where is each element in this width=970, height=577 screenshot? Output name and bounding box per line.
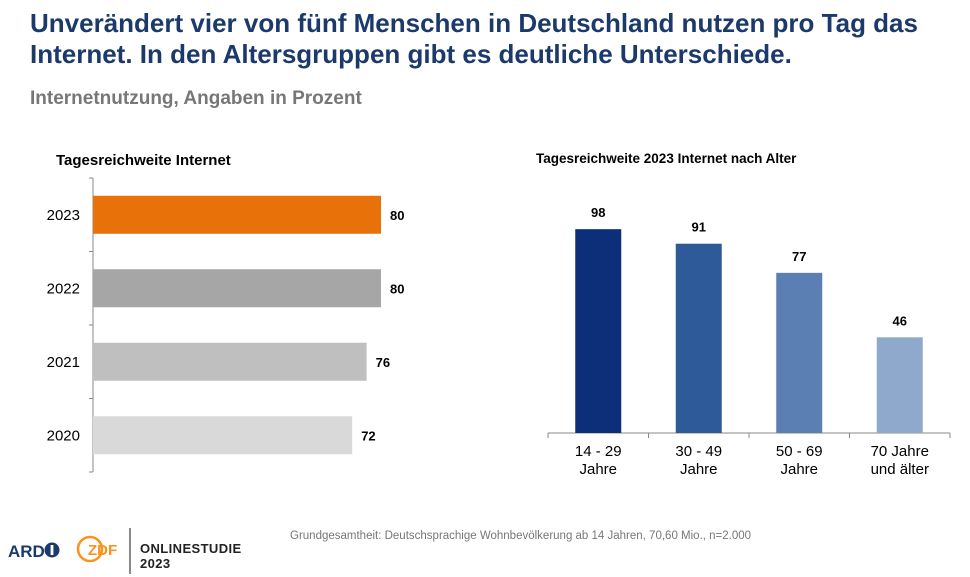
- category-label-2021: 2021: [47, 354, 80, 371]
- footnote: Grundgesamtheit: Deutschsprachige Wohnbe…: [290, 530, 752, 542]
- bar-2022: [93, 269, 381, 308]
- value-label-2022: 80: [390, 281, 404, 296]
- charts-canvas: Tagesreichweite Internet 2023 80 2022 80 202…: [47, 151, 951, 478]
- category-label-age-1: Jahre: [579, 461, 617, 478]
- value-label-age-1: 98: [591, 205, 605, 220]
- subtitle: Internetnutzung, Angaben in Prozent: [30, 88, 362, 109]
- category-label-age-2: 30 - 49: [675, 443, 722, 460]
- bar-2020: [93, 416, 353, 455]
- category-label-age-1: 14 - 29: [575, 443, 622, 460]
- svg-text:ZDF: ZDF: [88, 542, 117, 559]
- study-name: ONLINESTUDIE 2023: [140, 541, 242, 571]
- footer-divider: [129, 528, 131, 574]
- study-name-line1: ONLINESTUDIE: [140, 541, 242, 556]
- value-label-2023: 80: [390, 208, 404, 223]
- bar-age-1: [575, 229, 622, 433]
- value-label-2020: 72: [361, 428, 375, 443]
- category-label-2022: 2022: [47, 280, 80, 297]
- left-chart-title: Tagesreichweite Internet: [56, 152, 231, 169]
- category-label-2020: 2020: [47, 427, 80, 444]
- category-label-2023: 2023: [47, 207, 80, 224]
- bar-age-3: [776, 272, 823, 433]
- bar-age-4: [876, 337, 923, 433]
- zdf-logo: ZDF: [76, 534, 122, 566]
- left-chart: Tagesreichweite Internet 2023 80 2022 80 202…: [47, 152, 404, 473]
- category-label-age-3: 50 - 69: [776, 443, 823, 460]
- value-label-age-2: 91: [692, 220, 706, 235]
- right-chart: Tagesreichweite 2023 Internet nach Alter…: [536, 151, 951, 478]
- value-label-age-4: 46: [893, 313, 907, 328]
- headline: Unverändert vier von fünf Menschen in De…: [30, 8, 918, 69]
- category-label-age-4: und älter: [871, 461, 929, 478]
- right-chart-title: Tagesreichweite 2023 Internet nach Alter: [536, 151, 797, 166]
- study-name-line2: 2023: [140, 556, 171, 571]
- ard-logo: ARD: [8, 537, 60, 565]
- bar-2021: [93, 342, 367, 381]
- value-label-age-3: 77: [792, 249, 806, 264]
- svg-text:ARD: ARD: [8, 542, 45, 561]
- category-label-age-4: 70 Jahre: [871, 443, 929, 460]
- category-label-age-3: Jahre: [780, 461, 818, 478]
- bar-2023: [93, 195, 381, 234]
- category-label-age-2: Jahre: [680, 461, 718, 478]
- bar-age-2: [675, 243, 722, 433]
- value-label-2021: 76: [376, 355, 390, 370]
